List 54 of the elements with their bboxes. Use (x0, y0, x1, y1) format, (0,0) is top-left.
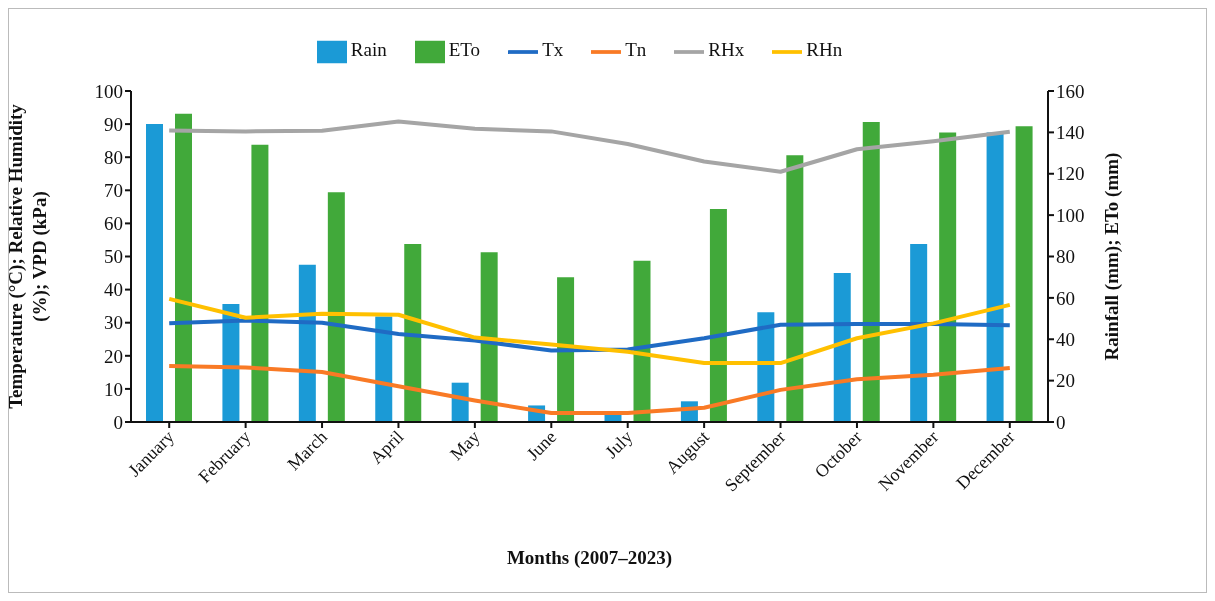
legend-label: RHn (806, 39, 843, 61)
y2-tick-label: 120 (1056, 163, 1085, 185)
bar (557, 277, 575, 422)
y-tick-label: 40 (104, 279, 123, 301)
bar (833, 273, 851, 422)
bar (709, 208, 727, 422)
y2-tick-label: 160 (1056, 80, 1085, 102)
line-series (167, 296, 1012, 366)
x-tick-label: June (522, 426, 561, 465)
y-tick-label: 10 (104, 378, 123, 400)
y2-tick-label: 40 (1056, 328, 1075, 350)
bar (404, 244, 422, 422)
x-tick-label: May (446, 426, 484, 465)
y-tick-label: 100 (94, 80, 123, 102)
bar (786, 155, 804, 422)
y2-tick-label: 80 (1056, 246, 1075, 268)
bar (375, 316, 393, 422)
line-series (167, 364, 1012, 416)
legend-label: Tn (625, 39, 647, 61)
bar (939, 132, 957, 422)
bar (862, 122, 880, 422)
legend-label: RHx (708, 39, 745, 61)
x-axis-title: Months (2007–2023) (506, 547, 673, 569)
legend-label: Rain (350, 39, 387, 61)
bar (175, 113, 192, 422)
bar (251, 144, 269, 422)
x-tick-label: July (601, 426, 637, 463)
bar (1015, 126, 1033, 422)
y2-tick-label: 100 (1056, 204, 1085, 226)
y2-tick-label: 20 (1056, 370, 1075, 392)
y-tick-label: 60 (104, 213, 123, 235)
bar (633, 260, 651, 422)
line-series (167, 119, 1012, 174)
y-axis-title: Temperature (°C); Relative Humidity (%); VPD (kPa) (5, 103, 51, 409)
y-tick-label: 80 (104, 146, 123, 168)
bar (146, 124, 163, 422)
bar (986, 132, 1004, 422)
y-tick-label: 50 (104, 246, 123, 268)
y2-tick-label: 0 (1056, 411, 1066, 433)
y-tick-label: 70 (104, 180, 123, 202)
bar (910, 244, 928, 422)
bar (298, 264, 316, 422)
legend-label: Tx (542, 39, 564, 61)
y-tick-label: 20 (104, 345, 123, 367)
y2-tick-label: 60 (1056, 287, 1075, 309)
y-tick-label: 90 (104, 113, 123, 135)
y2-tick-label: 140 (1056, 122, 1085, 144)
legend-label: ETo (448, 39, 481, 61)
y-tick-label: 30 (104, 312, 123, 334)
line-series (167, 318, 1012, 353)
bar (480, 252, 498, 422)
y-tick-label: 0 (113, 411, 123, 433)
y2-axis-title: Rainfall (mm); ETo (mm) (1101, 152, 1123, 361)
bar (327, 192, 345, 422)
